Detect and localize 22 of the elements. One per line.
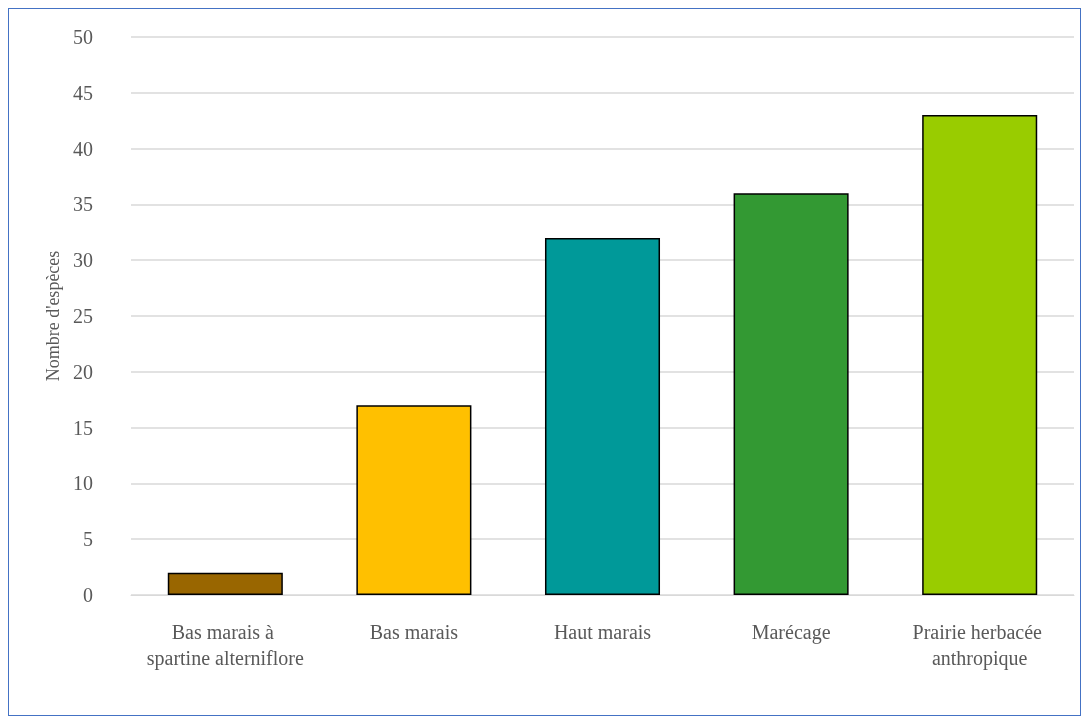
y-axis-title: Nombre d'espèces bbox=[43, 250, 64, 382]
y-tick-label: 5 bbox=[83, 528, 93, 551]
y-tick-label: 35 bbox=[73, 193, 93, 216]
bar bbox=[356, 405, 472, 595]
bar bbox=[167, 572, 283, 595]
y-tick-label: 25 bbox=[73, 305, 93, 327]
y-tick-label: 50 bbox=[73, 26, 93, 48]
y-tick-label: 30 bbox=[73, 249, 93, 272]
y-tick-label: 10 bbox=[73, 472, 93, 495]
bar bbox=[544, 237, 661, 595]
bar bbox=[922, 115, 1038, 595]
x-tick-label: Marécage bbox=[751, 621, 831, 644]
y-tick-label: 20 bbox=[73, 360, 93, 383]
x-tick-label: Bas marais bbox=[369, 621, 459, 643]
y-tick-label: 45 bbox=[73, 81, 93, 104]
y-tick-label: 0 bbox=[83, 584, 93, 606]
x-tick-label: Bas marais à spartine alterniflore bbox=[146, 621, 304, 670]
x-tick-label: Prairie herbacée anthropique bbox=[912, 621, 1047, 670]
y-tick-label: 15 bbox=[73, 416, 93, 439]
bar bbox=[733, 193, 849, 595]
x-tick-label: Haut marais bbox=[553, 621, 652, 643]
y-tick-label: 40 bbox=[73, 137, 93, 160]
